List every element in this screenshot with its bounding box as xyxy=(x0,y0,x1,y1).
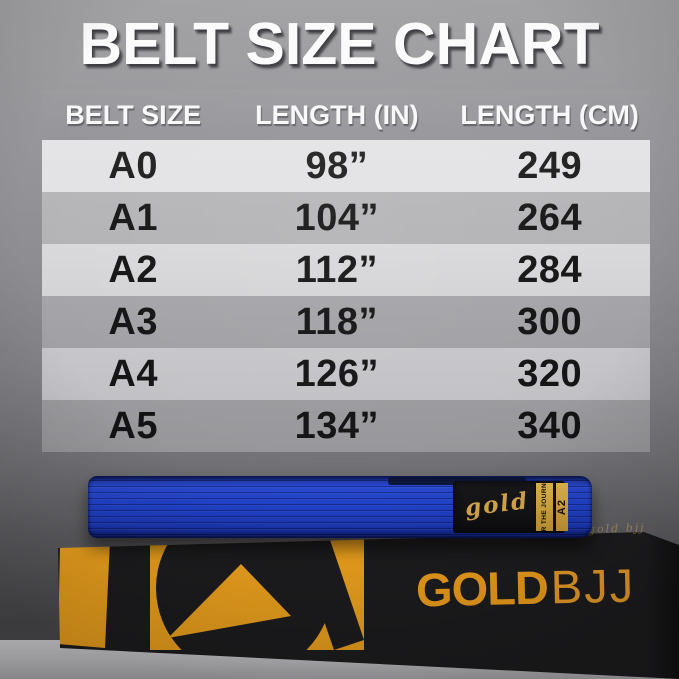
cell-belt-size: A1 xyxy=(108,196,158,239)
cell-length-in: 104” xyxy=(294,196,380,239)
header-cell-length-cm: LENGTH (CM) xyxy=(460,99,639,130)
size-table: BELT SIZE LENGTH (IN) LENGTH (CM) A0 98”… xyxy=(42,90,650,452)
blue-belt: gold FOR THE JOURNEY. A2 xyxy=(88,476,592,538)
cell-length-in: 112” xyxy=(295,248,379,291)
table-row: A1 104” 264 xyxy=(42,192,650,244)
cell-belt-size: A5 xyxy=(108,404,158,447)
belt-label-patch: gold FOR THE JOURNEY. A2 xyxy=(453,481,568,533)
table-row: A4 126” 320 xyxy=(42,348,650,400)
cell-length-in: 118” xyxy=(295,300,379,343)
belt-size-tag-text: A2 xyxy=(556,498,568,516)
cell-length-in: 134” xyxy=(294,404,380,447)
cell-length-cm: 300 xyxy=(517,300,583,343)
cell-length-cm: 264 xyxy=(517,196,583,239)
cell-length-in: 98” xyxy=(305,144,369,187)
cell-length-cm: 284 xyxy=(517,248,583,291)
brand-wordmark: GOLDBJJ xyxy=(415,558,635,618)
cell-belt-size: A3 xyxy=(108,300,158,343)
brand-gold-text: GOLD xyxy=(415,560,549,617)
cell-length-cm: 340 xyxy=(517,404,583,447)
cell-belt-size: A2 xyxy=(108,248,158,291)
box-side-face xyxy=(645,532,679,679)
page-title: BELT SIZE CHART xyxy=(79,11,600,77)
brand-bjj-text: BJJ xyxy=(550,558,636,614)
cell-length-cm: 249 xyxy=(517,144,583,187)
cell-length-in: 126” xyxy=(294,352,380,395)
box-top-script: gold bjj xyxy=(587,520,646,537)
cell-belt-size: A0 xyxy=(108,144,158,187)
gold-bjj-logo-icon xyxy=(58,534,364,650)
cell-belt-size: A4 xyxy=(108,352,158,395)
table-row: A2 112” 284 xyxy=(42,244,650,296)
cell-length-cm: 320 xyxy=(517,352,583,395)
belt-journey-tag: FOR THE JOURNEY. xyxy=(535,483,554,531)
table-header-row: BELT SIZE LENGTH (IN) LENGTH (CM) xyxy=(42,90,650,140)
header-cell-belt-size: BELT SIZE xyxy=(65,99,202,130)
table-row: A0 98” 249 xyxy=(42,140,650,192)
belt-journey-tag-text: FOR THE JOURNEY. xyxy=(541,483,548,531)
header-cell-length-in: LENGTH (IN) xyxy=(255,99,419,130)
table-row: A5 134” 340 xyxy=(42,400,650,452)
table-body: A0 98” 249 A1 104” 264 A2 112” 284 A3 11… xyxy=(42,140,650,452)
table-row: A3 118” 300 xyxy=(42,296,650,348)
belt-label-script: gold xyxy=(463,487,531,522)
belt-size-tag: A2 xyxy=(555,483,568,531)
